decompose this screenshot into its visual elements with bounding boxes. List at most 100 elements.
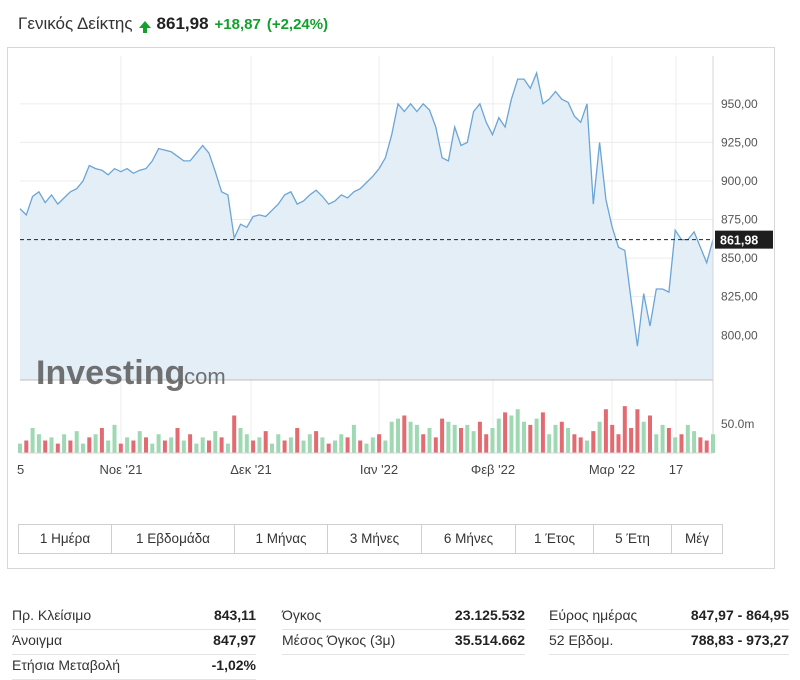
range-button[interactable]: 3 Μήνες bbox=[328, 525, 422, 553]
volume-bar bbox=[326, 443, 331, 453]
volume-bar bbox=[169, 437, 174, 453]
price-area bbox=[20, 73, 713, 380]
volume-bar bbox=[616, 434, 621, 453]
y-tick-label: 950,00 bbox=[721, 97, 758, 111]
volume-bar bbox=[534, 418, 539, 453]
volume-bar bbox=[408, 421, 413, 453]
volume-bar bbox=[383, 440, 388, 453]
volume-bar bbox=[125, 437, 130, 453]
x-tick-label: Μαρ '22 bbox=[589, 462, 635, 477]
x-tick-label: Φεβ '22 bbox=[471, 462, 515, 477]
x-tick-label: Νοε '21 bbox=[100, 462, 143, 477]
stat-row: Εύρος ημέρας 847,97 - 864,95 bbox=[549, 605, 789, 630]
range-button[interactable]: 1 Ημέρα bbox=[19, 525, 112, 553]
volume-bar bbox=[578, 437, 583, 453]
stat-label: 52 Εβδομ. bbox=[549, 632, 614, 648]
volume-bar bbox=[591, 431, 596, 453]
volume-bar bbox=[144, 437, 148, 453]
volume-bar bbox=[698, 437, 703, 453]
volume-bar bbox=[62, 434, 67, 453]
up-arrow-icon bbox=[138, 21, 151, 33]
volume-bar bbox=[427, 428, 432, 453]
volume-bar bbox=[339, 434, 344, 453]
volume-bar bbox=[257, 437, 262, 453]
volume-bar bbox=[603, 409, 608, 453]
volume-bar bbox=[396, 418, 400, 453]
volume-bar bbox=[503, 412, 508, 453]
x-tick-label: Δεκ '21 bbox=[230, 462, 272, 477]
volume-bar bbox=[137, 431, 142, 453]
y-tick-label: 800,00 bbox=[721, 328, 758, 342]
stat-value: 843,11 bbox=[213, 607, 256, 623]
volume-bar bbox=[540, 412, 545, 453]
volume-bar bbox=[648, 415, 652, 453]
volume-bar bbox=[263, 431, 268, 453]
volume-bar bbox=[402, 415, 407, 453]
volume-bar bbox=[270, 443, 274, 453]
volume-bar bbox=[635, 409, 640, 453]
stat-row: Ετήσια Μεταβολή -1,02% bbox=[12, 655, 256, 680]
range-button[interactable]: 1 Έτος bbox=[516, 525, 594, 553]
volume-bar bbox=[87, 437, 92, 453]
volume-bar bbox=[207, 440, 211, 453]
y-tick-label: 925,00 bbox=[721, 135, 758, 149]
volume-bar bbox=[490, 428, 495, 453]
volume-bar bbox=[421, 434, 426, 453]
stat-row: Άνοιγμα 847,97 bbox=[12, 630, 256, 655]
volume-bar bbox=[370, 437, 375, 453]
range-button[interactable]: 1 Μήνας bbox=[235, 525, 328, 553]
volume-bar bbox=[213, 431, 218, 453]
volume-bar bbox=[99, 428, 104, 453]
range-button[interactable]: Μέγ bbox=[672, 525, 722, 553]
volume-bar bbox=[276, 434, 281, 453]
volume-bar bbox=[597, 421, 602, 453]
volume-bar bbox=[150, 443, 155, 453]
volume-bar bbox=[74, 431, 79, 453]
volume-bar bbox=[704, 440, 709, 453]
volume-bar bbox=[49, 437, 54, 453]
range-button[interactable]: 5 Έτη bbox=[594, 525, 672, 553]
volume-bar bbox=[55, 443, 60, 453]
volume-bar bbox=[106, 440, 111, 453]
volume-bar bbox=[433, 437, 438, 453]
volume-bar bbox=[452, 424, 457, 453]
volume-bar bbox=[232, 415, 237, 453]
volume-bar bbox=[156, 434, 161, 453]
volume-bar bbox=[484, 434, 489, 453]
current-price-label: 861,98 bbox=[720, 234, 758, 248]
stat-label: Πρ. Κλείσιμο bbox=[12, 607, 92, 623]
volume-bar bbox=[320, 437, 325, 453]
volume-bar bbox=[307, 434, 312, 453]
stat-label: Ετήσια Μεταβολή bbox=[12, 657, 121, 673]
volume-bar bbox=[162, 440, 167, 453]
volume-bar bbox=[18, 443, 22, 453]
volume-bar bbox=[36, 434, 41, 453]
volume-bar bbox=[30, 428, 35, 453]
volume-bar bbox=[685, 424, 690, 453]
stat-label: Μέσος Όγκος (3μ) bbox=[282, 632, 396, 648]
stat-row: 52 Εβδομ. 788,83 - 973,27 bbox=[549, 630, 789, 655]
stat-row: Μέσος Όγκος (3μ) 35.514.662 bbox=[282, 630, 525, 655]
volume-bar bbox=[43, 440, 48, 453]
volume-bar bbox=[673, 437, 678, 453]
x-tick-label: 17 bbox=[669, 462, 683, 477]
volume-bar bbox=[24, 440, 29, 453]
volume-bar bbox=[622, 406, 627, 453]
range-button[interactable]: 6 Μήνες bbox=[422, 525, 516, 553]
chart-header: Γενικός Δείκτης 861,98 +18,87 (+2,24%) bbox=[18, 14, 328, 34]
volume-bar bbox=[566, 428, 571, 453]
stat-row: Πρ. Κλείσιμο 843,11 bbox=[12, 605, 256, 630]
volume-bar bbox=[629, 428, 634, 453]
volume-bar bbox=[118, 443, 123, 453]
volume-bar bbox=[572, 434, 577, 453]
stat-value: 788,83 - 973,27 bbox=[690, 632, 789, 648]
price-chart[interactable]: 800,00 825,00 850,00 875,00 900,00 925,00 950,… bbox=[8, 48, 776, 570]
volume-bar bbox=[389, 421, 394, 453]
x-tick-label: 5 bbox=[17, 462, 24, 477]
volume-bar bbox=[654, 434, 659, 453]
chart-panel: 800,00 825,00 850,00 875,00 900,00 925,00 950,… bbox=[7, 47, 775, 569]
volume-bar bbox=[660, 424, 665, 453]
range-button[interactable]: 1 Εβδομάδα bbox=[112, 525, 235, 553]
current-price-box bbox=[715, 230, 773, 249]
y-tick-label: 900,00 bbox=[721, 174, 758, 188]
